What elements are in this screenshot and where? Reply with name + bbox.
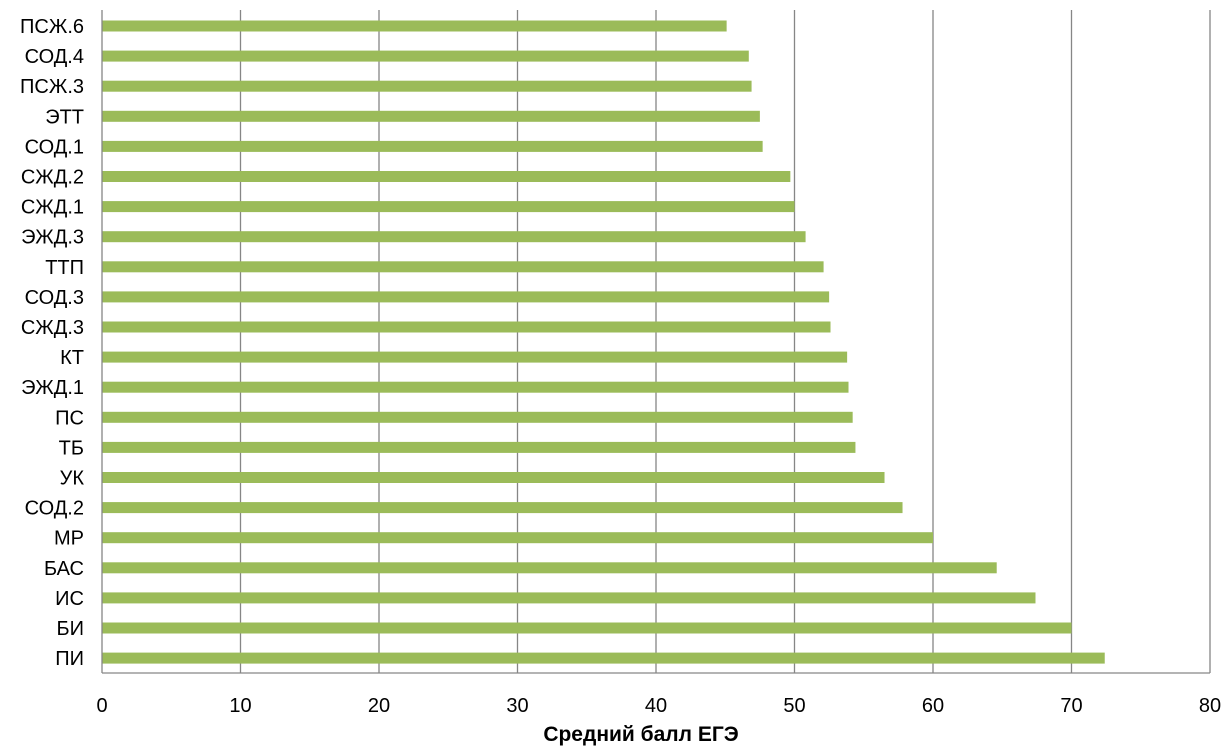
category-label-4: ЭТТ	[45, 106, 84, 128]
bar-15	[102, 441, 856, 453]
bar-16	[102, 472, 885, 483]
category-label-1: ПСЖ.6	[20, 16, 84, 38]
x-tick-label-60: 60	[922, 695, 944, 717]
x-tick-label-50: 50	[783, 695, 805, 717]
category-label-18: МР	[54, 528, 84, 550]
bar-8	[102, 231, 806, 243]
category-label-6: СЖД.2	[21, 167, 84, 189]
category-label-19: БАС	[44, 558, 84, 580]
x-tick-label-30: 30	[506, 695, 528, 717]
bar-12	[102, 351, 848, 363]
bar-17	[102, 502, 903, 514]
x-tick-label-10: 10	[229, 695, 251, 717]
bar-1	[102, 20, 727, 32]
bar-2	[102, 50, 749, 62]
category-label-9: ТТП	[45, 257, 84, 279]
bar-22	[102, 652, 1105, 664]
bar-21	[102, 622, 1072, 634]
x-tick-label-40: 40	[645, 695, 667, 717]
bars	[102, 20, 1105, 664]
category-label-11: СЖД.3	[21, 317, 84, 339]
category-label-10: СОД.3	[25, 287, 84, 309]
bar-5	[102, 140, 763, 152]
bar-19	[102, 562, 997, 574]
bar-13	[102, 381, 849, 393]
category-label-20: ИС	[55, 588, 84, 610]
category-labels: ПСЖ.6 СОД.4 ПСЖ.3 ЭТТ СОД.1 СЖД.2 СЖД.1 ЭЖД.3 ТТ…	[20, 16, 84, 670]
category-label-8: ЭЖД.3	[21, 227, 84, 249]
x-tick-label-80: 80	[1199, 695, 1221, 717]
category-label-3: ПСЖ.3	[20, 76, 84, 98]
x-tick-label-70: 70	[1060, 695, 1082, 717]
bar-9	[102, 261, 824, 273]
gridlines	[239, 10, 1211, 673]
category-label-21: БИ	[57, 618, 85, 640]
bar-10	[102, 291, 830, 303]
category-label-12: КТ	[60, 347, 84, 369]
axes	[101, 10, 1210, 674]
bar-11	[102, 321, 831, 333]
bar-14	[102, 411, 853, 423]
category-label-5: СОД.1	[25, 136, 84, 158]
bar-6	[102, 171, 791, 182]
category-label-7: СЖД.1	[21, 197, 84, 219]
bar-4	[102, 110, 760, 122]
category-label-14: ПС	[55, 407, 84, 429]
category-label-16: УК	[60, 468, 85, 490]
category-label-17: СОД.2	[25, 498, 84, 520]
category-label-13: ЭЖД.1	[21, 377, 84, 399]
bar-3	[102, 80, 752, 92]
x-axis-title: Средний балл ЕГЭ	[543, 723, 738, 746]
category-label-15: ТБ	[59, 437, 84, 459]
bar-7	[102, 201, 795, 213]
x-tick-label-20: 20	[368, 695, 390, 717]
category-label-22: ПИ	[55, 648, 84, 670]
x-tick-label-0: 0	[96, 695, 107, 717]
x-tick-labels: 0 10 20 30 40 50 60 70 80	[96, 695, 1221, 717]
bar-20	[102, 592, 1036, 604]
bar-18	[102, 532, 933, 544]
category-label-2: СОД.4	[25, 46, 84, 68]
